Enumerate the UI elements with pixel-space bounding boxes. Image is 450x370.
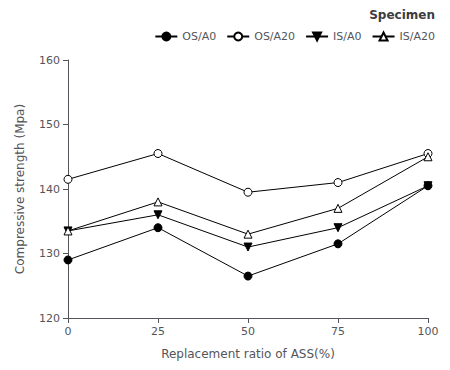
svg-text:140: 140 — [39, 183, 60, 196]
svg-text:Compressive strength (Mpa): Compressive strength (Mpa) — [13, 104, 27, 274]
svg-text:Replacement ratio of ASS(%): Replacement ratio of ASS(%) — [161, 347, 335, 361]
svg-text:IS/A20: IS/A20 — [400, 30, 435, 43]
svg-text:120: 120 — [39, 312, 60, 325]
svg-text:OS/A20: OS/A20 — [254, 30, 295, 43]
svg-text:75: 75 — [331, 325, 345, 338]
svg-text:OS/A0: OS/A0 — [182, 30, 216, 43]
svg-text:IS/A0: IS/A0 — [333, 30, 361, 43]
svg-text:Specimen: Specimen — [369, 8, 435, 22]
svg-text:100: 100 — [418, 325, 439, 338]
svg-text:150: 150 — [39, 118, 60, 131]
svg-text:50: 50 — [241, 325, 255, 338]
svg-text:160: 160 — [39, 54, 60, 67]
svg-text:0: 0 — [65, 325, 72, 338]
svg-text:25: 25 — [151, 325, 165, 338]
svg-text:130: 130 — [39, 247, 60, 260]
